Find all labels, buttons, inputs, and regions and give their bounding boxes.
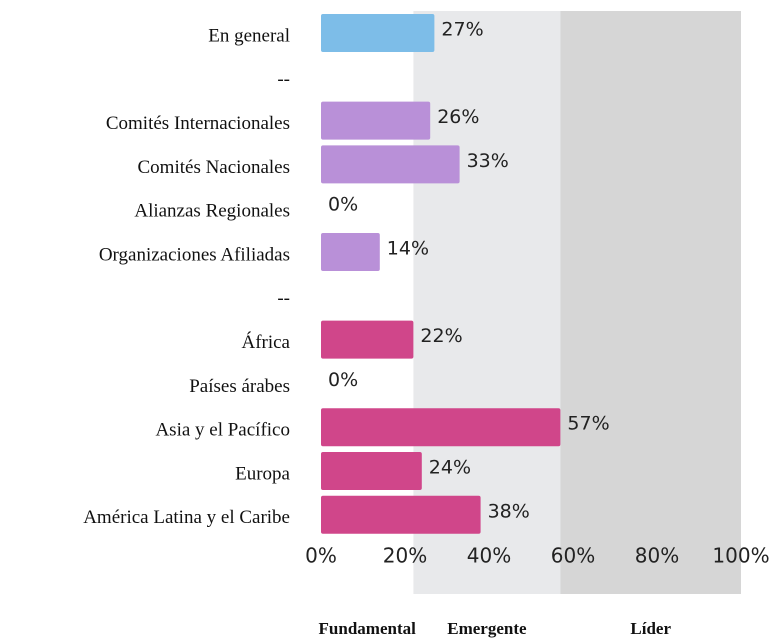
y-tick-label: América Latina y el Caribe — [83, 507, 290, 528]
y-tick-label: -- — [277, 288, 290, 309]
x-tick-label: 60% — [551, 544, 595, 568]
bar — [321, 14, 435, 52]
y-tick-label: Asia y el Pacífico — [155, 420, 290, 441]
band-label: Líder — [630, 619, 671, 638]
bar — [321, 408, 561, 447]
bar — [321, 452, 422, 490]
y-tick-label: En general — [208, 25, 290, 46]
value-label: 0% — [328, 194, 358, 216]
x-tick-label: 80% — [635, 544, 679, 568]
x-tick-label: 20% — [383, 544, 427, 568]
value-label: 57% — [567, 413, 609, 435]
bar — [321, 495, 481, 534]
y-tick-label: África — [241, 331, 290, 353]
band-label: Fundamental — [319, 619, 417, 638]
x-tick-label: 40% — [467, 544, 511, 568]
y-tick-label: Europa — [235, 463, 290, 484]
y-tick-label: Comités Nacionales — [138, 157, 291, 178]
value-label: 27% — [441, 19, 483, 41]
value-label: 0% — [328, 369, 358, 391]
y-tick-label: Comités Internacionales — [106, 113, 290, 134]
bar — [321, 101, 431, 140]
value-label: 24% — [429, 457, 471, 479]
y-tick-label: Alianzas Regionales — [134, 201, 290, 222]
y-tick-label: Países árabes — [189, 376, 290, 397]
y-tick-label: Organizaciones Afiliadas — [99, 244, 290, 265]
x-tick-label: 0% — [305, 544, 337, 568]
band-label: Emergente — [447, 619, 527, 638]
bar — [321, 320, 414, 359]
bar — [321, 233, 380, 271]
value-label: 38% — [488, 500, 530, 522]
value-label: 26% — [437, 106, 479, 128]
value-label: 22% — [420, 325, 462, 347]
band — [560, 11, 741, 594]
value-label: 33% — [467, 150, 509, 172]
y-tick-label: -- — [277, 69, 290, 90]
x-tick-label: 100% — [712, 544, 769, 568]
value-label: 14% — [387, 238, 429, 260]
bar — [321, 145, 460, 184]
